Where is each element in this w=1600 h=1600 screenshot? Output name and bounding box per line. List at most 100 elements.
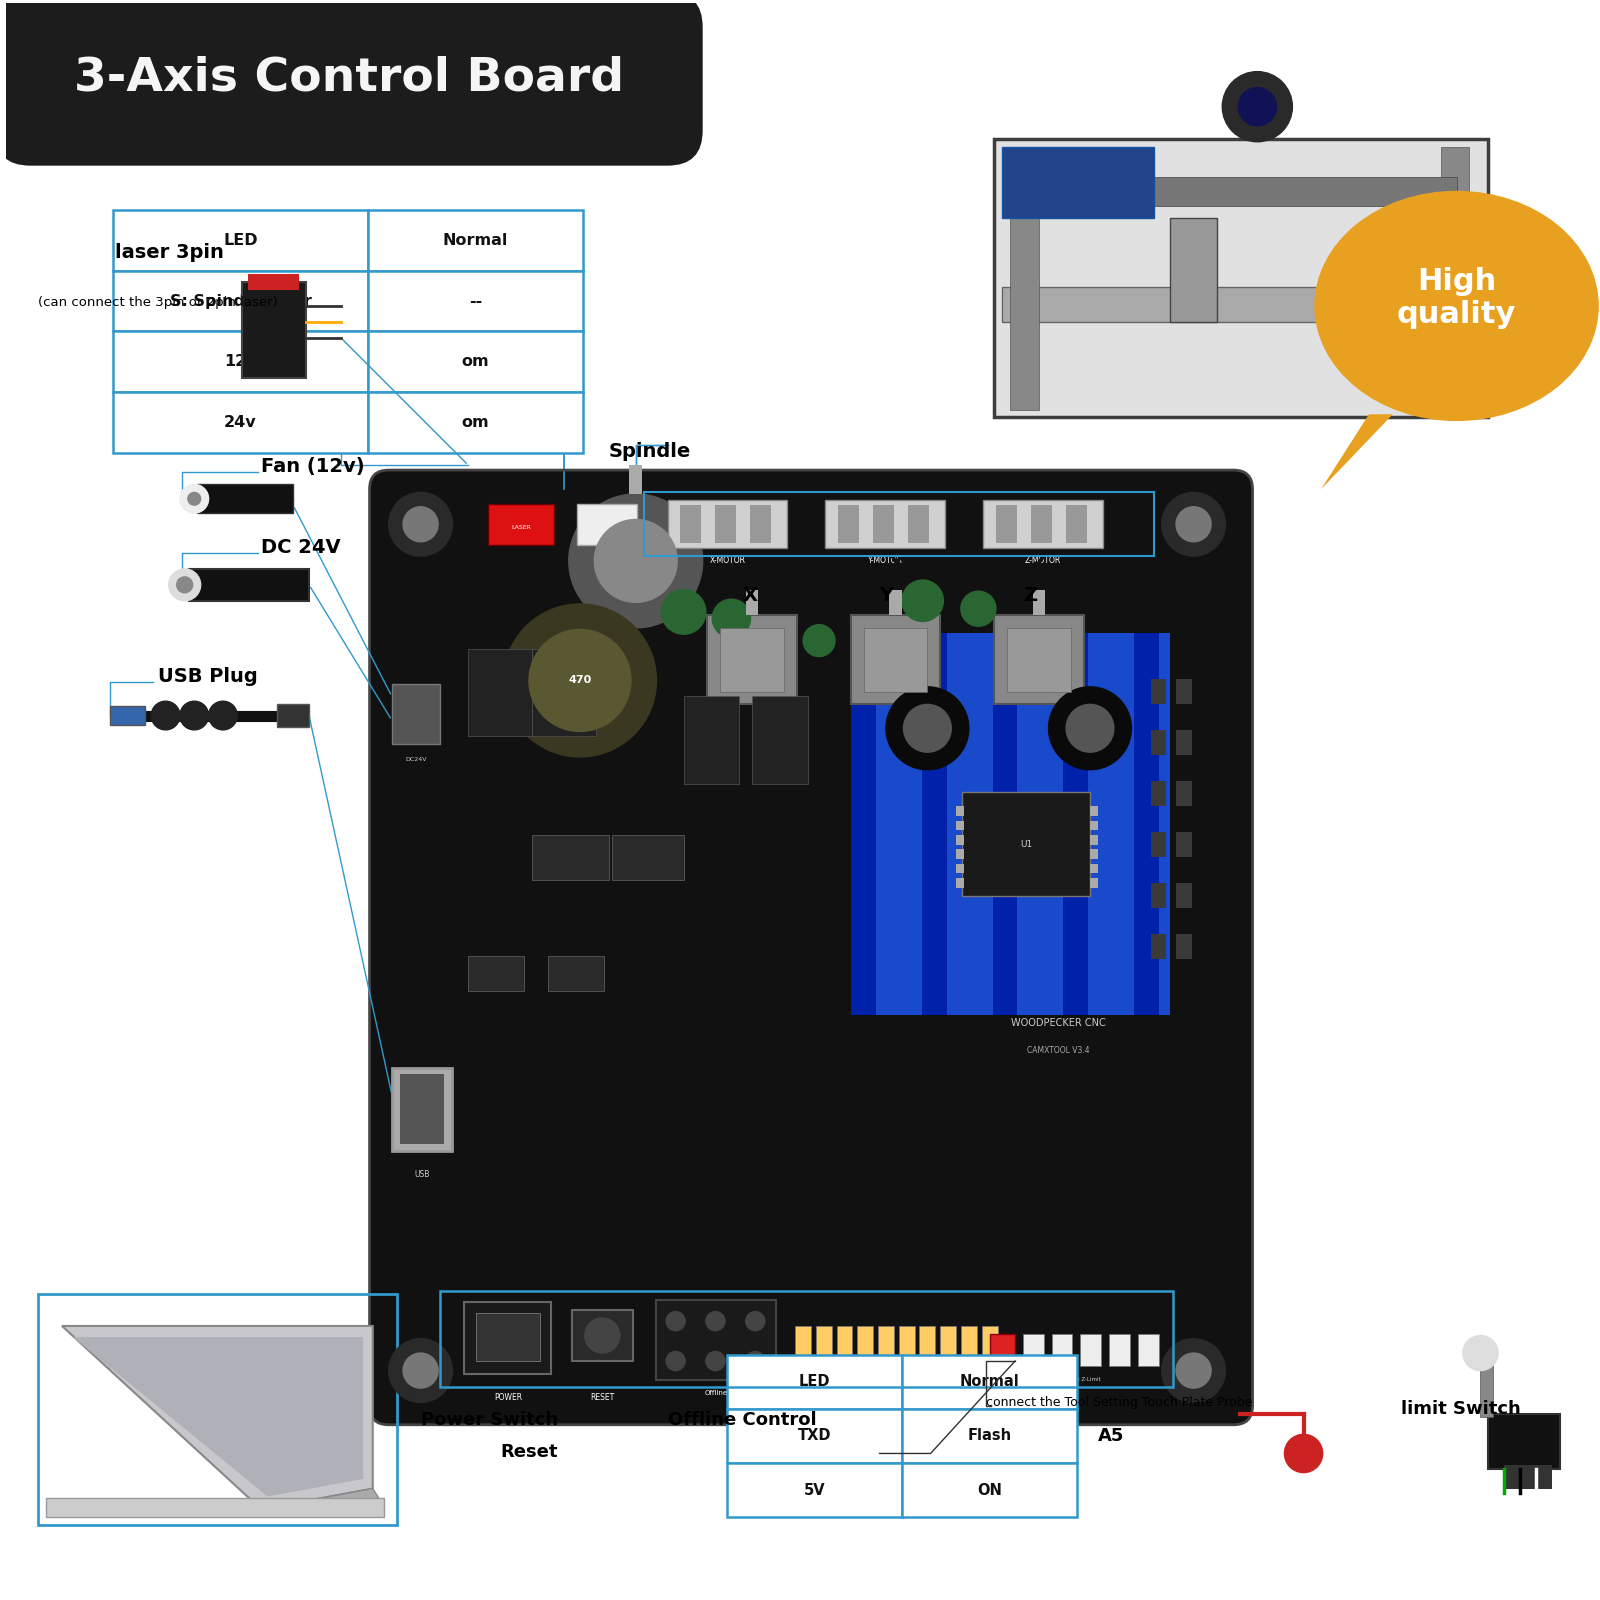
Circle shape: [1462, 1336, 1498, 1371]
Bar: [826, 501, 946, 549]
Bar: [837, 1326, 853, 1366]
Circle shape: [570, 494, 702, 627]
Text: 470: 470: [568, 675, 592, 685]
Bar: [533, 835, 608, 880]
Bar: [114, 210, 368, 270]
Bar: [1090, 864, 1098, 874]
Bar: [1480, 1357, 1493, 1418]
Bar: [963, 792, 1090, 896]
Circle shape: [403, 507, 438, 542]
Bar: [114, 392, 368, 453]
Circle shape: [530, 629, 630, 731]
Text: laser 3pin: laser 3pin: [115, 243, 224, 262]
Ellipse shape: [1314, 190, 1598, 421]
Text: Fan (12v): Fan (12v): [261, 456, 365, 475]
Text: X: X: [744, 554, 760, 574]
Bar: [549, 957, 603, 992]
Bar: [726, 1355, 902, 1410]
Bar: [746, 590, 758, 614]
Bar: [1150, 781, 1166, 806]
Bar: [1002, 286, 1480, 322]
Circle shape: [786, 1459, 805, 1478]
Circle shape: [746, 1352, 765, 1371]
Bar: [957, 878, 965, 888]
Text: High
quality: High quality: [1397, 267, 1517, 330]
Text: WOODPECKER CNC: WOODPECKER CNC: [1011, 1018, 1106, 1029]
Text: 3-Axis Control Board: 3-Axis Control Board: [74, 56, 624, 101]
Bar: [989, 1334, 1014, 1366]
Bar: [464, 1302, 552, 1374]
Text: 5V: 5V: [803, 1483, 826, 1498]
Bar: [941, 1326, 957, 1366]
Polygon shape: [46, 1488, 381, 1509]
Circle shape: [886, 686, 970, 770]
Circle shape: [1176, 1354, 1211, 1389]
Bar: [1150, 832, 1166, 858]
Bar: [114, 270, 368, 331]
Text: POWER: POWER: [494, 1394, 522, 1402]
Bar: [611, 835, 683, 880]
Text: om: om: [462, 414, 490, 430]
Text: RESET: RESET: [590, 1394, 614, 1402]
Bar: [1150, 678, 1166, 704]
Bar: [1176, 832, 1192, 858]
Bar: [994, 614, 1083, 704]
Bar: [922, 632, 947, 1014]
Bar: [858, 1326, 874, 1366]
Bar: [995, 506, 1016, 544]
Text: Power Switch: Power Switch: [421, 1411, 558, 1429]
Bar: [851, 632, 875, 1014]
Circle shape: [1285, 1434, 1323, 1472]
Bar: [1090, 878, 1098, 888]
Bar: [851, 632, 1170, 1014]
Bar: [1176, 934, 1192, 960]
Bar: [838, 506, 859, 544]
Bar: [1030, 506, 1051, 544]
Text: Y: Y: [888, 554, 902, 574]
Bar: [440, 1291, 1173, 1387]
FancyBboxPatch shape: [0, 0, 702, 166]
Polygon shape: [62, 1326, 373, 1509]
Circle shape: [187, 493, 200, 506]
Circle shape: [661, 590, 706, 634]
Bar: [786, 1414, 846, 1448]
Bar: [1090, 850, 1098, 859]
Bar: [392, 1067, 453, 1150]
Bar: [1066, 506, 1086, 544]
Bar: [909, 506, 930, 544]
Bar: [1134, 632, 1158, 1014]
Text: Spindle: Spindle: [608, 442, 691, 461]
Bar: [1176, 730, 1192, 755]
Bar: [1006, 627, 1070, 691]
Circle shape: [706, 1312, 725, 1331]
Circle shape: [904, 704, 952, 752]
Text: DC 24V: DC 24V: [261, 538, 341, 557]
Circle shape: [584, 1318, 619, 1354]
Circle shape: [176, 578, 192, 594]
Text: TXD: TXD: [797, 1429, 830, 1443]
Bar: [400, 1074, 445, 1144]
Bar: [957, 850, 965, 859]
Bar: [920, 1326, 936, 1366]
Circle shape: [1162, 493, 1226, 557]
Bar: [776, 1406, 880, 1493]
Bar: [878, 1326, 894, 1366]
Bar: [656, 1301, 776, 1381]
Bar: [1090, 821, 1098, 830]
Bar: [1022, 1334, 1043, 1366]
Text: LASER: LASER: [510, 525, 531, 530]
Bar: [981, 1326, 997, 1366]
Bar: [707, 614, 797, 704]
Text: S: Spindle/laser: S: Spindle/laser: [170, 294, 312, 309]
Bar: [629, 466, 642, 494]
Bar: [1032, 590, 1045, 614]
Text: X: X: [742, 586, 757, 605]
Bar: [874, 506, 894, 544]
Bar: [795, 1326, 811, 1366]
Bar: [890, 590, 902, 614]
Bar: [533, 648, 595, 736]
Circle shape: [712, 598, 750, 637]
Circle shape: [179, 701, 208, 730]
Bar: [1051, 1334, 1072, 1366]
Circle shape: [594, 520, 677, 602]
